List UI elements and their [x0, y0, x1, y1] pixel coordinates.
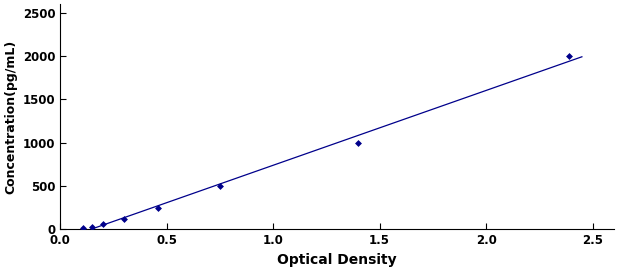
- Y-axis label: Concentration(pg/mL): Concentration(pg/mL): [4, 40, 17, 194]
- X-axis label: Optical Density: Optical Density: [277, 253, 397, 267]
